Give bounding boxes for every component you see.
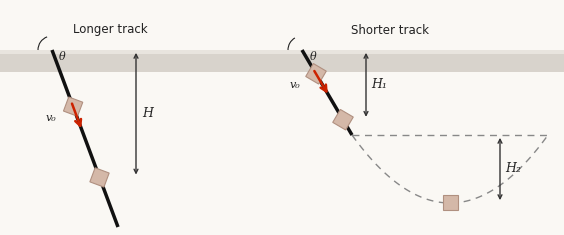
Bar — [0, 50, 564, 72]
Bar — [0, 50, 564, 54]
Text: v₀: v₀ — [290, 80, 301, 90]
Text: θ: θ — [59, 52, 65, 62]
Polygon shape — [306, 63, 326, 84]
Text: H: H — [142, 107, 153, 120]
Polygon shape — [90, 168, 109, 187]
Polygon shape — [443, 196, 459, 211]
Text: Longer track: Longer track — [73, 24, 147, 36]
Text: H₂: H₂ — [505, 162, 521, 176]
Polygon shape — [333, 110, 353, 130]
Polygon shape — [64, 97, 83, 116]
Text: v₀: v₀ — [45, 113, 56, 123]
Text: H₁: H₁ — [371, 78, 387, 91]
Text: Shorter track: Shorter track — [351, 24, 429, 36]
Text: θ: θ — [310, 52, 316, 62]
